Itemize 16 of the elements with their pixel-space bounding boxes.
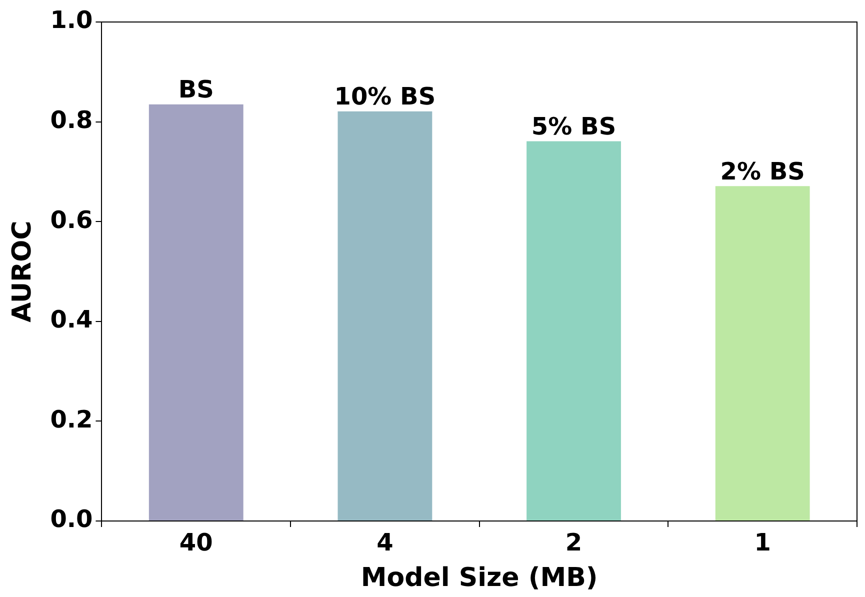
- y-tick-label: 0.4: [50, 306, 93, 334]
- y-tick-label: 0.6: [50, 206, 93, 234]
- y-tick-label: 0.8: [50, 106, 93, 134]
- annotation: 10% BS: [334, 82, 436, 111]
- x-tick-label: 2: [565, 528, 582, 557]
- x-tick-label: 4: [376, 528, 394, 557]
- x-axis-title: Model Size (MB): [360, 563, 598, 594]
- y-tick-label: 0.2: [50, 405, 93, 434]
- annotation: 2% BS: [720, 157, 805, 186]
- annotation: BS: [178, 76, 214, 104]
- y-tick-label: 1.0: [50, 6, 93, 34]
- y-tick-label: 0.0: [50, 505, 93, 534]
- x-tick-label: 40: [179, 528, 213, 557]
- annotation: 5% BS: [531, 112, 616, 140]
- x-tick-label: 1: [754, 528, 771, 557]
- y-axis-title: AUROC: [7, 220, 38, 322]
